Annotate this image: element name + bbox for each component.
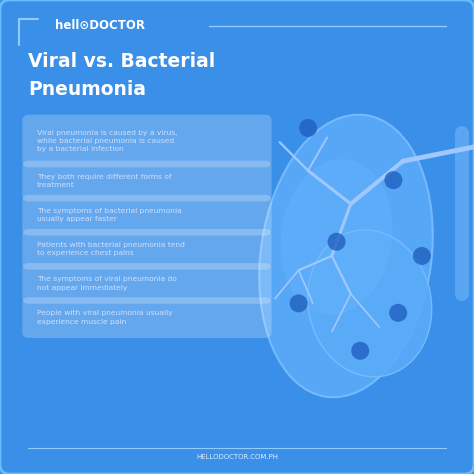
Circle shape	[328, 233, 346, 251]
FancyBboxPatch shape	[22, 161, 272, 201]
Ellipse shape	[308, 230, 432, 377]
FancyBboxPatch shape	[22, 297, 272, 338]
Text: hell⊙DOCTOR: hell⊙DOCTOR	[55, 19, 145, 32]
Circle shape	[413, 247, 431, 265]
Text: The symptoms of bacterial pneumonia
usually appear faster: The symptoms of bacterial pneumonia usua…	[37, 208, 182, 222]
Ellipse shape	[281, 159, 392, 315]
Circle shape	[299, 119, 317, 137]
Text: The symptoms of viral pneumonia do
not appear immediately: The symptoms of viral pneumonia do not a…	[37, 276, 177, 291]
FancyBboxPatch shape	[22, 263, 272, 304]
Circle shape	[384, 171, 402, 189]
Ellipse shape	[259, 115, 433, 397]
Text: Patients with bacterial pneumonia tend
to experience chest pains: Patients with bacterial pneumonia tend t…	[37, 242, 185, 256]
Text: HELLODOCTOR.COM.PH: HELLODOCTOR.COM.PH	[196, 454, 278, 460]
Circle shape	[351, 342, 369, 360]
Text: Viral vs. Bacterial: Viral vs. Bacterial	[28, 52, 216, 71]
Circle shape	[389, 304, 407, 322]
Text: Viral pneumonia is caused by a virus,
while bacterial pneumonia is caused
by a b: Viral pneumonia is caused by a virus, wh…	[37, 130, 177, 152]
Text: Pneumonia: Pneumonia	[28, 80, 146, 99]
Circle shape	[290, 294, 308, 312]
FancyBboxPatch shape	[22, 115, 272, 167]
Text: They both require different forms of
treatment: They both require different forms of tre…	[37, 174, 172, 188]
FancyBboxPatch shape	[22, 229, 272, 270]
FancyBboxPatch shape	[22, 195, 272, 236]
Text: People with viral pneumonia usually
experience muscle pain: People with viral pneumonia usually expe…	[37, 310, 173, 325]
